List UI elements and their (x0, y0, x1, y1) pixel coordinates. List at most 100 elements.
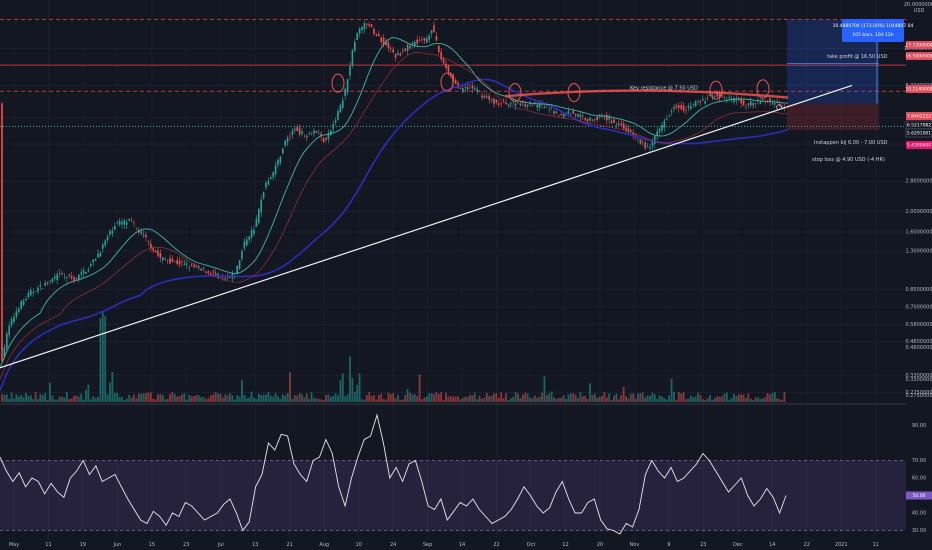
candle-body (178, 260, 181, 265)
candle-body (406, 44, 409, 52)
volume-bar (680, 393, 683, 402)
volume-bar (200, 397, 203, 402)
volume-bar (339, 380, 342, 402)
volume-bar (699, 395, 702, 402)
candle-body (291, 130, 294, 135)
candle-body (42, 288, 44, 289)
candle-body (70, 276, 73, 279)
time-axis-label: 10 (355, 542, 361, 548)
volume-bar (689, 395, 692, 402)
volume-bar (34, 392, 37, 402)
volume-bar (461, 397, 464, 402)
candle-body (241, 251, 243, 259)
candle-body (697, 101, 699, 102)
volume-bar (181, 394, 183, 402)
candle-body (44, 282, 46, 286)
time-axis-label: Aug (319, 542, 329, 548)
candle-body (94, 259, 97, 261)
candle-body (246, 239, 248, 246)
volume-bar (735, 396, 738, 402)
annotation-resistance: Key resistance @ 7.50 USD (630, 85, 698, 91)
volume-bar (123, 399, 126, 402)
candle-body (212, 271, 214, 273)
volume-bar (368, 392, 371, 402)
time-axis[interactable]: May 11 19 Jun 15 23 Jul 13 21 Aug 10 24 Sep 14 22 Oct 12… (9, 542, 879, 548)
volume-bar (171, 392, 174, 402)
volume-bar (3, 394, 6, 402)
candle-body (462, 88, 464, 93)
candle-body (447, 65, 450, 74)
candle-body (574, 114, 577, 116)
price-axis-unit: USD (914, 8, 925, 14)
candle-body (390, 48, 392, 50)
volume-bar (358, 373, 361, 402)
candle-body (654, 136, 656, 144)
volume-bar (149, 392, 152, 402)
position-box[interactable] (842, 19, 904, 42)
volume-bar (567, 394, 570, 402)
candle-body (558, 114, 560, 116)
volume-bar (685, 399, 687, 402)
volume-bar (197, 395, 200, 402)
candle-body (200, 268, 202, 271)
volume-bar (257, 393, 260, 402)
candle-body (663, 120, 666, 128)
candle-body (721, 95, 723, 97)
candle-body (687, 105, 690, 108)
candle-body (598, 114, 601, 117)
price-tag-label: 5.4300000 (907, 143, 931, 149)
candle-body (783, 106, 786, 108)
candle-body (346, 79, 349, 93)
volume-bar (481, 398, 483, 402)
volume-bar (106, 394, 109, 402)
volume-bar (773, 392, 776, 402)
candle-body (442, 58, 445, 64)
volume-bar (649, 395, 651, 402)
volume-bar (255, 399, 258, 402)
volume-bar (581, 396, 584, 402)
candle-body (735, 99, 738, 101)
candle-body (613, 119, 615, 123)
candle-body (526, 104, 529, 107)
candle-body (476, 89, 478, 91)
candle-body (699, 100, 702, 103)
long-position-zone[interactable]: 10.4480704 (173.00%) 1044807.04 105 bars,… (787, 19, 914, 131)
candle-body (399, 53, 402, 56)
candle-body (308, 133, 310, 135)
resistance-marker (756, 79, 770, 99)
candle-body (692, 103, 694, 105)
volume-bar (310, 392, 313, 402)
time-axis-label: 20 (597, 542, 603, 548)
volume-bar (346, 394, 349, 402)
volume-bar (728, 399, 731, 402)
volume-bar (761, 398, 764, 402)
volume-bar (524, 392, 527, 402)
candle-body (303, 135, 306, 137)
volume-bar (97, 396, 99, 402)
candle-body (524, 104, 526, 107)
volume-bar (13, 398, 15, 402)
volume-bar (723, 393, 726, 402)
candle-body (740, 99, 742, 104)
rsi-pane (0, 413, 906, 535)
volume-bar (46, 399, 49, 402)
price-tag-label: 16.5000000 (905, 54, 932, 60)
volume-bar (622, 386, 625, 402)
volume-bar (709, 395, 711, 402)
candle-body (536, 104, 538, 108)
volume-bar (387, 392, 390, 402)
volume-bar (721, 396, 723, 402)
volume-bar (711, 399, 714, 402)
candle-body (752, 103, 754, 106)
candle-body (774, 103, 776, 105)
volume-bar (490, 395, 493, 402)
candle-body (754, 103, 757, 104)
volume-bar (771, 392, 774, 402)
volume-bar (409, 392, 411, 402)
volume-bar (207, 397, 210, 402)
price-axis-label: 0.8500000 (905, 287, 932, 293)
time-axis-label: Jul (217, 542, 224, 548)
candle-body (193, 265, 195, 268)
